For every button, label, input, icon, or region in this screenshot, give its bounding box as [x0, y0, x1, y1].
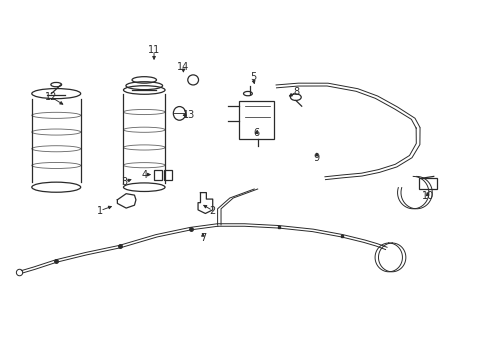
Text: 2: 2 — [209, 206, 215, 216]
Text: 9: 9 — [313, 153, 319, 163]
Text: 1: 1 — [97, 206, 103, 216]
Text: 3: 3 — [122, 177, 127, 187]
Text: 6: 6 — [253, 128, 259, 138]
Bar — [154, 170, 162, 180]
Bar — [239, 101, 274, 139]
Text: 4: 4 — [141, 170, 147, 180]
Text: 8: 8 — [293, 87, 299, 97]
Text: 10: 10 — [421, 191, 433, 201]
Text: 14: 14 — [177, 62, 189, 72]
Text: 5: 5 — [249, 72, 255, 82]
Text: 12: 12 — [45, 92, 58, 102]
Text: 13: 13 — [183, 110, 195, 120]
Text: 7: 7 — [200, 233, 205, 243]
Bar — [163, 170, 171, 180]
Text: 11: 11 — [147, 45, 160, 55]
Bar — [418, 178, 436, 189]
